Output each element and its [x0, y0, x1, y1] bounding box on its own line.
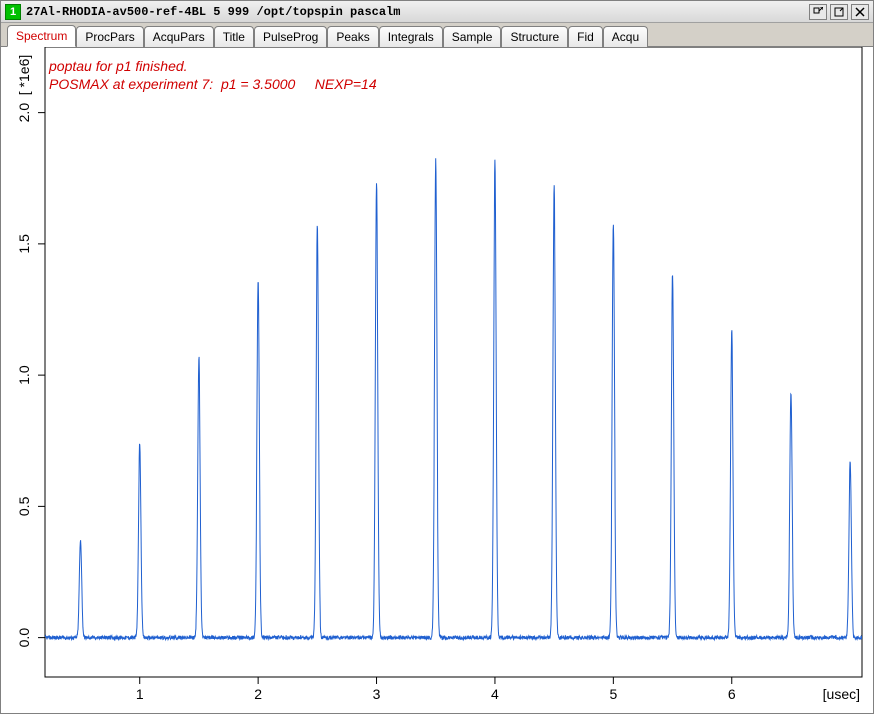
svg-text:2.0: 2.0	[16, 103, 32, 123]
detach-icon	[813, 7, 823, 17]
svg-text:3: 3	[373, 686, 381, 702]
dataset-badge: 1	[5, 4, 21, 20]
tab-pulseprog[interactable]: PulseProg	[254, 26, 327, 47]
app-window: 1 27Al-RHODIA-av500-ref-4BL 5 999 /opt/t…	[0, 0, 874, 714]
svg-text:0.5: 0.5	[16, 496, 32, 516]
tabbar: SpectrumProcParsAcquParsTitlePulseProgPe…	[1, 23, 873, 47]
tab-spectrum[interactable]: Spectrum	[7, 25, 76, 47]
window-controls	[809, 4, 869, 20]
svg-text:1: 1	[136, 686, 144, 702]
tab-integrals[interactable]: Integrals	[379, 26, 443, 47]
plot-area[interactable]: 1 2 3 4 5 6 [usec] 0.0 0.5 1.0 1.5 2.0 [ *1e6] popta…	[1, 47, 873, 713]
detach-window-button[interactable]	[809, 4, 827, 20]
spectrum-plot: 1 2 3 4 5 6 [usec] 0.0 0.5 1.0 1.5 2.0 [ *1e6]	[1, 47, 873, 713]
tab-sample[interactable]: Sample	[443, 26, 502, 47]
tab-title[interactable]: Title	[214, 26, 254, 47]
svg-text:[ *1e6]: [ *1e6]	[16, 55, 32, 95]
tab-peaks[interactable]: Peaks	[327, 26, 378, 47]
overlay-line2: POSMAX at experiment 7: p1 = 3.5000 NEXP…	[49, 76, 377, 92]
status-overlay: poptau for p1 finished. POSMAX at experi…	[49, 57, 377, 93]
overlay-line1: poptau for p1 finished.	[49, 58, 188, 74]
svg-text:6: 6	[728, 686, 736, 702]
tab-acqupars[interactable]: AcquPars	[144, 26, 214, 47]
tab-fid[interactable]: Fid	[568, 26, 603, 47]
titlebar: 1 27Al-RHODIA-av500-ref-4BL 5 999 /opt/t…	[1, 1, 873, 23]
svg-text:4: 4	[491, 686, 499, 702]
tab-structure[interactable]: Structure	[501, 26, 568, 47]
tab-procpars[interactable]: ProcPars	[76, 26, 143, 47]
maximize-icon	[834, 7, 844, 17]
svg-text:[usec]: [usec]	[823, 686, 860, 702]
maximize-button[interactable]	[830, 4, 848, 20]
close-icon	[855, 7, 865, 17]
svg-text:0.0: 0.0	[16, 628, 32, 648]
svg-text:5: 5	[609, 686, 617, 702]
close-button[interactable]	[851, 4, 869, 20]
svg-text:1.5: 1.5	[16, 234, 32, 254]
tab-acqu[interactable]: Acqu	[603, 26, 648, 47]
window-title: 27Al-RHODIA-av500-ref-4BL 5 999 /opt/top…	[26, 5, 809, 19]
svg-text:1.0: 1.0	[16, 365, 32, 385]
svg-text:2: 2	[254, 686, 262, 702]
